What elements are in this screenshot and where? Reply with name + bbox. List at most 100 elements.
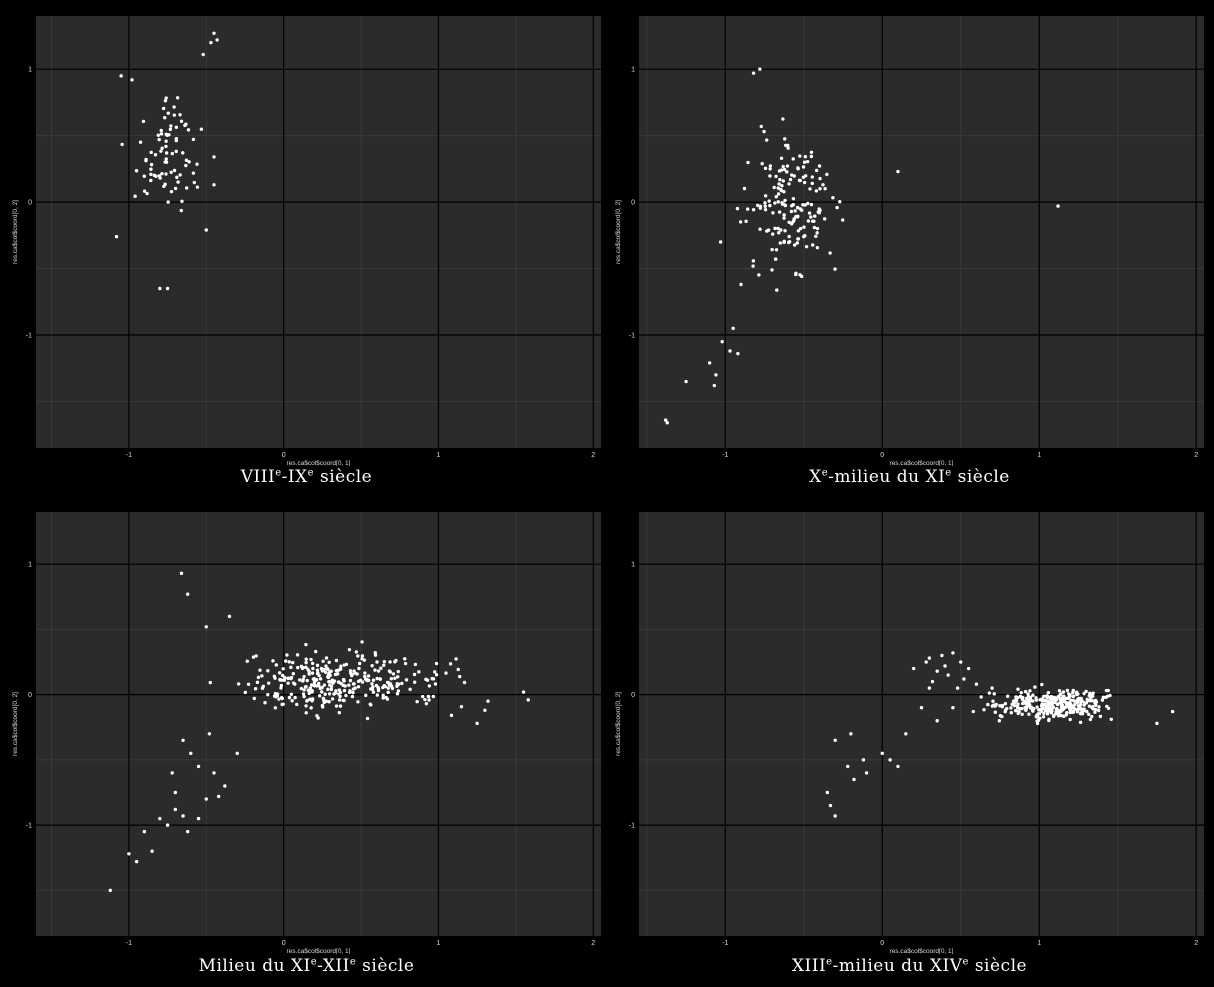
data-point: [751, 264, 755, 268]
data-point: [261, 684, 265, 689]
data-point: [385, 697, 390, 701]
data-point: [350, 673, 354, 677]
data-point: [358, 678, 363, 682]
data-points: [663, 67, 1060, 425]
data-point: [808, 187, 812, 191]
data-point: [281, 667, 285, 671]
data-point: [1028, 699, 1032, 703]
data-point: [391, 672, 396, 676]
data-point: [311, 666, 315, 671]
data-point: [1093, 710, 1097, 714]
data-point: [280, 702, 284, 707]
data-point: [174, 149, 178, 154]
data-point: [403, 661, 408, 666]
data-point: [828, 803, 833, 808]
data-point: [825, 790, 830, 795]
data-point: [1035, 721, 1040, 726]
data-point: [165, 823, 170, 827]
data-point: [861, 758, 866, 762]
data-point: [993, 710, 998, 714]
data-point: [1016, 695, 1020, 700]
data-point: [904, 732, 908, 736]
data-point: [1102, 695, 1106, 699]
data-point: [427, 698, 431, 702]
data-point: [360, 657, 364, 661]
data-point: [207, 732, 212, 736]
data-point: [449, 713, 454, 718]
data-point: [751, 71, 756, 75]
data-point: [998, 704, 1002, 708]
data-point: [315, 663, 320, 668]
data-point: [310, 697, 315, 701]
data-point: [423, 697, 427, 702]
data-point: [797, 178, 802, 183]
data-point: [179, 571, 184, 576]
data-point: [1041, 715, 1046, 719]
data-point: [798, 226, 803, 231]
data-point: [172, 168, 177, 173]
y-tick-label: 1: [631, 67, 635, 74]
data-point: [802, 234, 806, 239]
data-point: [195, 185, 200, 189]
data-point: [767, 199, 771, 203]
data-point: [790, 204, 794, 208]
data-point: [170, 771, 174, 775]
data-point: [810, 181, 814, 186]
data-point: [164, 157, 168, 161]
data-point: [274, 695, 278, 699]
data-point: [927, 656, 932, 660]
data-point: [252, 696, 257, 701]
data-point: [212, 31, 216, 35]
data-point: [1109, 717, 1113, 722]
data-point: [959, 660, 963, 664]
data-point: [779, 228, 783, 232]
data-point: [235, 751, 239, 756]
data-point: [191, 171, 196, 175]
data-point: [352, 669, 356, 673]
data-point: [170, 151, 175, 156]
data-point: [768, 164, 773, 168]
data-point: [186, 128, 191, 132]
data-point: [375, 660, 379, 664]
data-point: [714, 373, 718, 377]
data-point: [1078, 720, 1083, 725]
data-point: [779, 187, 783, 192]
data-point: [763, 207, 768, 212]
data-point: [243, 690, 248, 695]
data-point: [987, 691, 992, 695]
data-point: [178, 113, 182, 117]
data-point: [1056, 204, 1060, 208]
data-point: [302, 674, 306, 679]
data-point: [301, 692, 306, 696]
data-point: [403, 657, 407, 661]
data-point: [1046, 699, 1050, 704]
data-point: [718, 240, 723, 244]
data-point: [1093, 707, 1098, 712]
x-tick-label: 1: [437, 940, 441, 947]
data-point: [381, 696, 385, 700]
data-point: [176, 180, 180, 184]
data-point: [735, 206, 740, 211]
data-point: [424, 677, 428, 682]
grid-lines: [36, 512, 601, 936]
data-point: [157, 174, 162, 178]
data-point: [911, 666, 916, 671]
data-point: [790, 173, 794, 177]
x-tick-label: 0: [880, 452, 884, 459]
data-point: [133, 194, 137, 198]
data-point: [1043, 698, 1048, 703]
data-point: [371, 690, 376, 694]
data-point: [943, 664, 947, 668]
data-point: [782, 167, 787, 172]
data-point: [1038, 716, 1042, 720]
data-point: [759, 124, 763, 129]
data-point: [1074, 692, 1079, 696]
data-point: [799, 274, 804, 279]
data-point: [526, 698, 530, 702]
y-tick-label: 0: [631, 200, 635, 207]
data-point: [160, 146, 164, 150]
data-point: [290, 699, 294, 703]
data-point: [164, 144, 168, 149]
data-point: [796, 229, 801, 233]
data-point: [707, 361, 712, 365]
